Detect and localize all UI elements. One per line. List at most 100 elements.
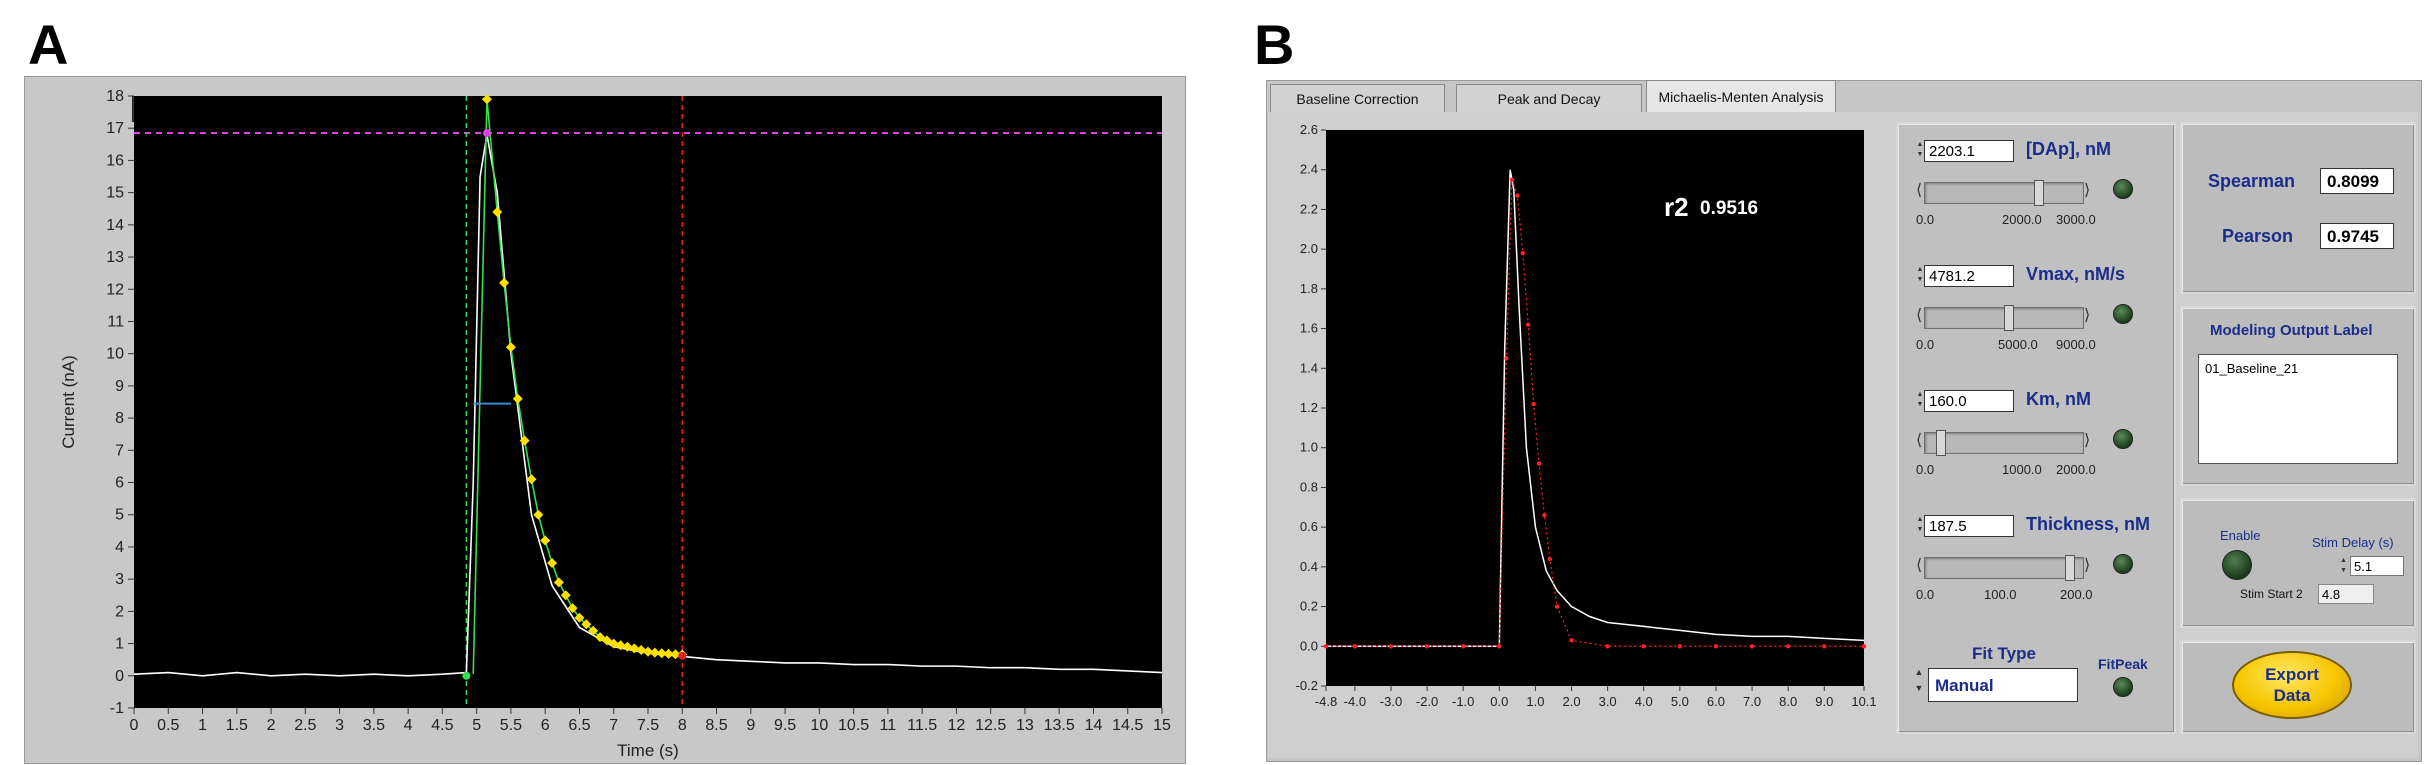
x-axis-title-a: Time (s) xyxy=(617,741,679,760)
x-tick-label-a: 9.5 xyxy=(774,717,796,734)
fit-type-label: Fit Type xyxy=(1972,644,2036,663)
fitpeak-led[interactable] xyxy=(2113,677,2133,697)
model-fit-point xyxy=(1388,644,1394,649)
slider-tick-max: 200.0 xyxy=(2060,587,2093,602)
y-tick-label-a: 16 xyxy=(106,152,124,169)
slider-tick-max: 2000.0 xyxy=(2056,462,2096,477)
param-slider-thumb[interactable] xyxy=(1936,430,1946,456)
x-tick-label-a: 5 xyxy=(472,717,481,734)
decay-fit-point xyxy=(581,619,592,630)
param-led[interactable] xyxy=(2113,179,2133,199)
x-tick-label-a: 6 xyxy=(541,717,550,734)
param-spinner[interactable]: ▲ ▼ xyxy=(1916,266,1924,283)
param-slider[interactable] xyxy=(1924,182,2084,204)
param-slider-thumb[interactable] xyxy=(2033,180,2044,206)
stats-panel xyxy=(2180,122,2416,294)
y-tick-label-a: 6 xyxy=(115,475,124,492)
param-spinner[interactable]: ▲ ▼ xyxy=(1916,141,1924,158)
decay-fit-point xyxy=(499,277,510,288)
plot-area-a xyxy=(134,96,1162,708)
x-tick-label-b: -3.0 xyxy=(1380,694,1402,709)
fit-type-select[interactable]: Manual xyxy=(1928,668,2078,702)
y-tick-label-a: 1 xyxy=(115,636,124,653)
decay-fit-point xyxy=(547,558,558,569)
pearson-value: 0.9745 xyxy=(2320,223,2394,249)
param-label: [DAp], nM xyxy=(2026,139,2111,159)
x-tick-label-a: 10.5 xyxy=(838,717,869,734)
decay-fit-point xyxy=(526,474,537,485)
slider-tick-mid: 2000.0 xyxy=(2002,212,2042,227)
param-spinner[interactable]: ▲ ▼ xyxy=(1916,516,1924,533)
x-tick-label-a: 14 xyxy=(1085,717,1103,734)
param-spinner[interactable]: ▲ ▼ xyxy=(1916,391,1924,408)
x-tick-label-b: -4.0 xyxy=(1344,694,1366,709)
param-value-input[interactable]: 4781.2 xyxy=(1924,265,2014,287)
x-tick-label-a: 7.5 xyxy=(637,717,659,734)
decay-fit-point xyxy=(560,590,571,601)
decay-fit-point xyxy=(540,535,551,546)
model-fit-point xyxy=(1713,644,1719,649)
stim-delay-input[interactable]: 5.1 xyxy=(2350,556,2404,576)
x-tick-label-a: 13 xyxy=(1016,717,1034,734)
decay-fit-point xyxy=(533,509,544,520)
y-tick-label-a: 14 xyxy=(106,217,124,234)
tab-michaelis-menten-analysis[interactable]: Michaelis-Menten Analysis xyxy=(1646,80,1836,112)
plot-area-b xyxy=(1326,130,1864,686)
x-tick-label-b: 5.0 xyxy=(1671,694,1689,709)
model-fit-point xyxy=(1536,461,1542,466)
enable-led[interactable] xyxy=(2222,550,2252,580)
param-led[interactable] xyxy=(2113,554,2133,574)
decay-fit-point xyxy=(636,645,647,656)
slider-tick-min: 0.0 xyxy=(1916,587,1935,602)
param-slider[interactable] xyxy=(1924,432,2084,454)
export-data-button[interactable]: Export Data xyxy=(2232,651,2352,719)
decay-fit-point xyxy=(629,643,640,654)
x-tick-label-a: 2 xyxy=(267,717,276,734)
param-value-input[interactable]: 160.0 xyxy=(1924,390,2014,412)
spearman-value: 0.8099 xyxy=(2320,168,2394,194)
decay-fit-point xyxy=(622,641,633,652)
param-slider[interactable] xyxy=(1924,557,2084,579)
param-value-input[interactable]: 2203.1 xyxy=(1924,140,2014,162)
panel-a-chart: 0 0.5 1 1.5 2 2.5 3 3.5 4 4.5 5 5.5 6 6.5 7 7.5 8 8.5 9 9.5… xyxy=(59,88,1171,760)
y-tick-label-a: 12 xyxy=(106,281,124,298)
model-fit-point xyxy=(1531,401,1536,407)
y-tick-label-a: 15 xyxy=(106,185,124,202)
y-tick-label-b: 0.2 xyxy=(1300,599,1318,614)
param-slider-thumb[interactable] xyxy=(2065,555,2075,581)
decay-fit-point xyxy=(553,577,564,588)
decay-fit-point xyxy=(588,625,599,636)
y-tick-label-a: 5 xyxy=(115,507,124,524)
x-tick-label-a: 4 xyxy=(404,717,413,734)
slider-tick-max: 9000.0 xyxy=(2056,337,2096,352)
x-tick-label-b: 1.0 xyxy=(1526,694,1544,709)
x-tick-label-b: -1.0 xyxy=(1452,694,1474,709)
x-tick-label-a: 11.5 xyxy=(907,717,937,734)
panel-a-letter: A xyxy=(28,13,69,76)
param-led[interactable] xyxy=(2113,304,2133,324)
param-value-input[interactable]: 187.5 xyxy=(1924,515,2014,537)
model-fit-point xyxy=(1822,644,1827,649)
model-fit-point xyxy=(1515,193,1520,198)
decay-fit-point xyxy=(567,603,578,614)
output-label-textbox[interactable]: 01_Baseline_21 xyxy=(2198,354,2398,464)
tab-baseline-correction[interactable]: Baseline Correction xyxy=(1270,84,1445,112)
slider-left-end: ⟨ xyxy=(1916,307,1923,324)
slider-right-end: ⟩ xyxy=(2084,557,2091,574)
param-led[interactable] xyxy=(2113,429,2133,449)
model-fit-point xyxy=(1526,322,1531,327)
fit-type-spinner[interactable]: ▲ ▼ xyxy=(1914,667,1924,693)
y-axis-title-a: Current (nA) xyxy=(59,355,78,449)
y-tick-label-b: 0.0 xyxy=(1300,638,1318,653)
param-slider-thumb[interactable] xyxy=(2003,305,2014,331)
output-label-text: 01_Baseline_21 xyxy=(2205,361,2299,376)
decay-fit-point xyxy=(656,648,667,659)
y-tick-label-b: 2.2 xyxy=(1300,201,1318,216)
slider-tick-mid: 100.0 xyxy=(1984,587,2017,602)
x-tick-label-b: 3.0 xyxy=(1599,694,1617,709)
stim-delay-spinner[interactable]: ▲ ▼ xyxy=(2340,557,2347,574)
y-tick-label-a: 2 xyxy=(115,603,124,620)
x-tick-label-a: 0.5 xyxy=(157,717,179,734)
tab-peak-and-decay[interactable]: Peak and Decay xyxy=(1456,84,1642,112)
decay-fit-point xyxy=(670,649,681,660)
